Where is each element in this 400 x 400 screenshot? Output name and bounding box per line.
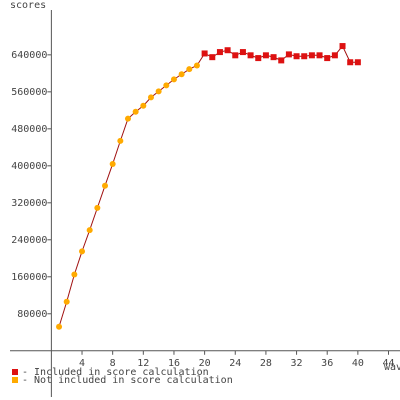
point — [163, 82, 170, 89]
point — [94, 204, 101, 211]
x-tick-label: 20 — [199, 358, 211, 369]
y-tick-label: 160000 — [11, 272, 47, 283]
point — [102, 182, 109, 189]
point — [270, 54, 277, 61]
point — [331, 52, 338, 59]
point — [354, 59, 361, 66]
y-tick-label: 480000 — [11, 124, 47, 135]
x-tick-label: 4 — [79, 358, 85, 369]
point — [262, 52, 269, 59]
point — [124, 115, 131, 122]
x-tick-label: 24 — [229, 358, 241, 369]
point — [347, 59, 354, 66]
y-tick-label: 560000 — [11, 87, 47, 98]
y-tick-label: 320000 — [11, 198, 47, 209]
series-line — [58, 65, 198, 327]
point — [285, 51, 292, 58]
x-tick-label: 44 — [382, 358, 394, 369]
point — [324, 55, 331, 62]
y-tick-label: 400000 — [11, 161, 47, 172]
point — [155, 88, 162, 95]
point — [224, 47, 231, 54]
point — [109, 160, 116, 167]
point — [278, 57, 285, 64]
legend-swatch — [12, 369, 18, 375]
point — [193, 62, 200, 69]
point — [140, 102, 147, 109]
legend-label: - Included in score calculation — [22, 367, 209, 378]
point — [339, 43, 346, 50]
point — [63, 298, 70, 305]
point — [239, 49, 246, 56]
point — [186, 66, 193, 73]
point — [316, 52, 323, 59]
legend-label: - Not included in score calculation — [22, 375, 233, 386]
point — [209, 54, 216, 61]
point — [117, 137, 124, 144]
x-tick-label: 8 — [110, 358, 116, 369]
point — [79, 248, 86, 255]
y-axis-label: scores — [10, 0, 46, 11]
point — [56, 323, 63, 330]
x-tick-label: 28 — [260, 358, 272, 369]
x-tick-label: 16 — [168, 358, 180, 369]
x-tick-label: 12 — [137, 358, 149, 369]
point — [147, 94, 154, 101]
point — [232, 52, 239, 59]
point — [86, 227, 93, 234]
point — [301, 53, 308, 60]
point — [216, 49, 223, 56]
point — [308, 52, 315, 59]
x-tick-label: 40 — [352, 358, 364, 369]
y-tick-label: 240000 — [11, 235, 47, 246]
point — [71, 271, 78, 278]
point — [247, 52, 254, 59]
x-axis-label: wav — [384, 362, 400, 373]
y-tick-label: 640000 — [11, 50, 47, 61]
point — [255, 55, 262, 62]
legend-swatch — [12, 377, 18, 383]
y-tick-label: 80000 — [17, 309, 47, 320]
point — [178, 71, 185, 78]
point — [170, 76, 177, 83]
point — [132, 108, 139, 115]
point — [293, 53, 300, 60]
x-tick-label: 36 — [321, 358, 333, 369]
point — [201, 50, 208, 57]
x-tick-label: 32 — [291, 358, 303, 369]
